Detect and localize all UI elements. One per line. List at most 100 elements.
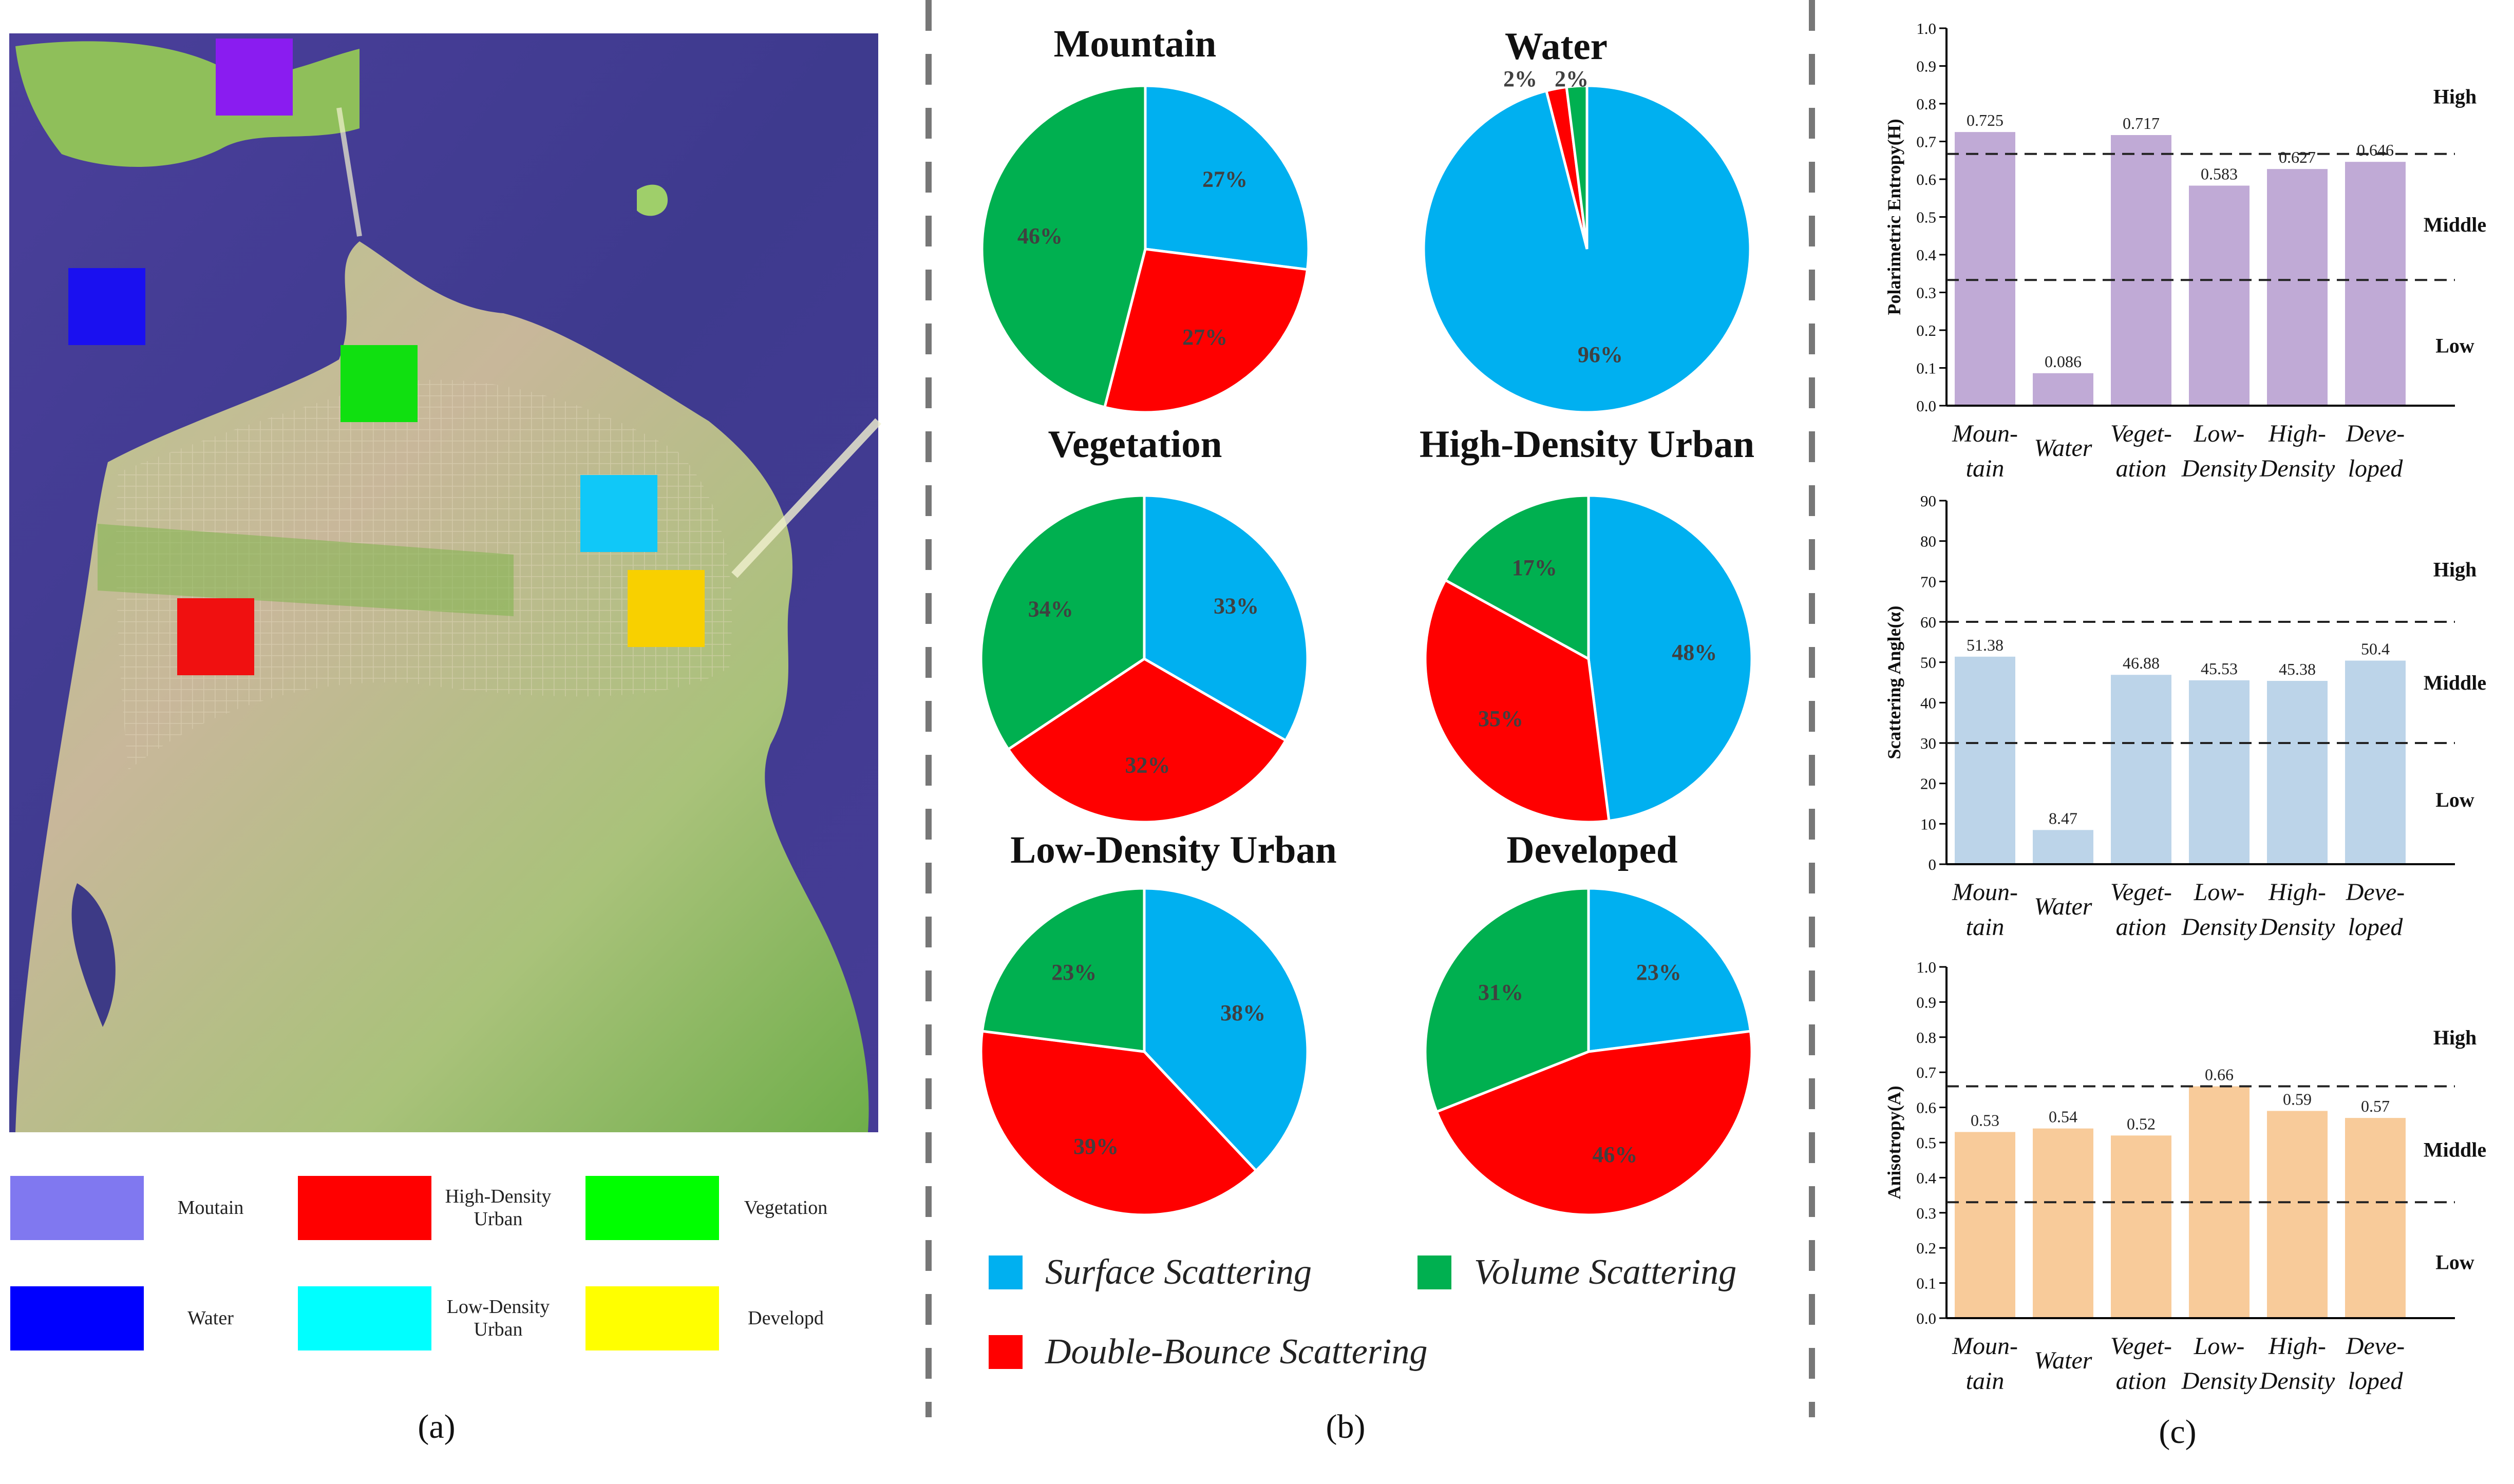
pie-slice-label: 96% [1578, 342, 1623, 367]
x-category-label: loped [2348, 914, 2404, 941]
bar [2111, 675, 2171, 864]
map-legend-label: High-Density [445, 1186, 552, 1207]
y-tick-label: 0.0 [1916, 397, 1936, 415]
pie-slice [1103, 248, 1309, 414]
bar [2345, 660, 2406, 864]
bar-value-label: 0.086 [2045, 352, 2082, 371]
map-marker-vegetation [341, 345, 418, 422]
pie-slice-label: 23% [1636, 960, 1681, 985]
x-category-label: High- [2268, 879, 2326, 906]
bar-value-label: 0.53 [1971, 1111, 1999, 1129]
y-tick-label: 0.5 [1916, 1134, 1936, 1152]
scattering-legend-swatch [1417, 1255, 1451, 1289]
bar-value-label: 46.88 [2123, 654, 2160, 672]
x-category-label: ation [2116, 455, 2167, 482]
zone-label: High [2433, 1026, 2477, 1049]
pie-slice [980, 887, 1146, 1053]
bar [2033, 373, 2093, 406]
y-tick-label: 90 [1920, 492, 1936, 510]
pie-slice-label: 17% [1512, 555, 1557, 580]
pie-slice [1435, 1030, 1753, 1216]
pie-slice-label: 2% [1503, 66, 1537, 91]
pie-slice-label: 2% [1555, 66, 1589, 91]
bar [2189, 680, 2250, 864]
bar-value-label: 0.725 [1967, 111, 2003, 129]
pie-slice [1006, 657, 1288, 824]
pie-slice [1143, 494, 1309, 743]
bar [2345, 162, 2406, 406]
scattering-legend-label: Surface Scattering [1045, 1252, 1312, 1292]
y-tick-label: 40 [1920, 694, 1936, 712]
pie-slice-label: 27% [1202, 166, 1247, 192]
zone-label: Low [2435, 334, 2474, 357]
x-category-label: ation [2116, 914, 2167, 941]
y-tick-label: 0.2 [1916, 1239, 1936, 1257]
pie-slice [1144, 84, 1310, 271]
zone-label: Middle [2424, 213, 2486, 236]
bar [2033, 1128, 2093, 1318]
y-tick-label: 0.7 [1916, 133, 1936, 151]
pie-chart-3: Vegetation 33% 32% 34% [979, 423, 1309, 824]
x-category-label: Density [2181, 914, 2257, 941]
pie-slice [1424, 578, 1611, 824]
x-category-label: loped [2348, 1367, 2404, 1395]
x-category-label: ation [2116, 1367, 2167, 1395]
y-tick-label: 0.8 [1916, 1029, 1936, 1047]
pie-slice-label: 38% [1220, 1000, 1265, 1025]
map-legend-label: Moutain [178, 1197, 244, 1219]
y-tick-label: 0.9 [1916, 993, 1936, 1011]
pie-slice [1424, 887, 1590, 1114]
map-markers [68, 39, 705, 675]
bar-value-label: 45.38 [2279, 660, 2316, 678]
pie-slice [1565, 84, 1589, 250]
y-tick-label: 1.0 [1916, 958, 1936, 976]
bar-value-label: 0.52 [2127, 1114, 2156, 1133]
pie-slice [979, 1030, 1258, 1216]
sar-island [637, 184, 668, 216]
x-category-label: High- [2268, 1333, 2326, 1360]
y-tick-label: 0.4 [1916, 1169, 1936, 1187]
bar-value-label: 45.53 [2201, 659, 2238, 678]
x-category-label: Deve- [2346, 879, 2405, 906]
map-legend-swatch [298, 1286, 431, 1350]
x-category-label: Moun- [1952, 1333, 2018, 1360]
y-axis-title: Anisotropy(A) [1884, 1086, 1904, 1199]
y-tick-label: 30 [1920, 734, 1936, 752]
x-category-label: tain [1966, 914, 2005, 941]
scattering-legend: Surface Scattering Volume Scattering Doubl… [989, 1252, 1736, 1372]
sar-bridge-west [336, 107, 362, 237]
bar-value-label: 0.57 [2361, 1097, 2390, 1115]
y-tick-label: 0.0 [1916, 1309, 1936, 1327]
y-tick-label: 0.1 [1916, 1274, 1936, 1292]
y-tick-label: 1.0 [1916, 20, 1936, 37]
sar-image [9, 33, 881, 1132]
pie-slice [980, 84, 1147, 409]
bar [2033, 830, 2093, 864]
x-category-label: tain [1966, 1367, 2005, 1395]
y-tick-label: 20 [1920, 775, 1936, 793]
pie-title: Vegetation [1048, 423, 1222, 466]
bar-value-label: 0.646 [2357, 141, 2394, 159]
map-legend-label: Urban [474, 1319, 523, 1340]
y-tick-label: 0.9 [1916, 58, 1936, 75]
x-category-label: Water [2034, 893, 2092, 920]
bar [1955, 656, 2015, 864]
pie-slice-label: 31% [1478, 980, 1523, 1005]
pie-chart-1: Mountain 27% 27% 46% [980, 23, 1310, 414]
sar-lake [71, 883, 116, 1027]
panel-label-b: (b) [1326, 1408, 1366, 1445]
y-tick-label: 0.1 [1916, 359, 1936, 377]
pie-chart-4: High-Density Urban 48% 35% 17% [1420, 423, 1754, 824]
bar-value-label: 0.66 [2205, 1066, 2234, 1084]
pie-title: Low-Density Urban [1010, 829, 1336, 871]
y-tick-label: 0.6 [1916, 1099, 1936, 1117]
y-axis-title: Polarimetric Entropy(H) [1884, 119, 1904, 315]
zone-label: Middle [2424, 1138, 2486, 1162]
x-category-label: Density [2181, 1367, 2257, 1395]
map-marker-water [68, 268, 145, 345]
panel-label-a: (a) [418, 1408, 455, 1445]
map-marker-high-density-urban [177, 598, 254, 675]
bar [1955, 132, 2015, 406]
bar [2267, 1111, 2328, 1318]
